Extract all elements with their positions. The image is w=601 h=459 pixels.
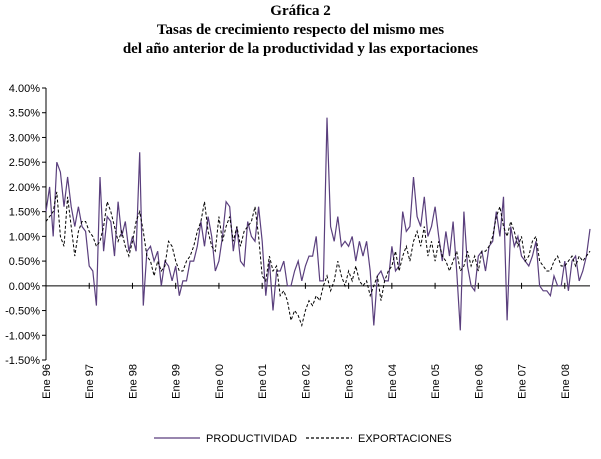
y-tick-label: 1.00% [9,231,40,243]
x-tick-label: Ene 04 [387,364,399,399]
legend: PRODUCTIVIDAD EXPORTACIONES [154,433,452,445]
y-tick-label: 2.50% [9,157,40,169]
series-line-productividad [45,117,591,331]
x-tick-label: Ene 07 [517,364,529,399]
y-tick-label: -0.50% [5,306,40,318]
x-tick-label: Ene 98 [127,364,139,399]
x-tick-label: Ene 99 [171,364,183,399]
legend-label-exportaciones: EXPORTACIONES [358,433,452,445]
y-tick-label: 0.50% [9,256,40,268]
x-tick-label: Ene 06 [473,364,485,399]
x-tick-label: Ene 00 [214,364,226,399]
y-tick-label: 1.50% [9,207,40,219]
axes: 4.00% 3.50% 3.00% 2.50% 2.00% 1.50% 1.00% 0.50%… [5,83,590,399]
y-tick-label: 4.00% [9,83,40,95]
series-lines [45,117,591,331]
x-tick-label: Ene 08 [560,364,572,399]
chart-titles: Gráfica 2 Tasas de crecimiento respecto … [0,2,601,59]
y-tick-label: -1.00% [5,330,40,342]
series-line-exportaciones [45,191,591,328]
y-tick-label: 3.50% [9,108,40,120]
x-tick-label: Ene 96 [41,364,53,399]
chart-title: Gráfica 2 [270,3,331,19]
chart-subtitle-line-1: Tasas de crecimiento respecto del mismo … [156,22,445,38]
chart-subtitle-line-2: del año anterior de la productividad y l… [122,41,479,57]
x-tick-label: Ene 05 [430,364,442,399]
legend-label-productividad: PRODUCTIVIDAD [206,433,297,445]
y-tick-label: 0.00% [9,281,40,293]
y-tick-label: 3.00% [9,132,40,144]
x-tick-label: Ene 01 [257,364,269,399]
x-tick-label: Ene 02 [300,364,312,399]
y-tick-label: 2.00% [9,182,40,194]
y-tick-label: -1.50% [5,355,40,367]
x-tick-label: Ene 03 [344,364,356,399]
x-tick-label: Ene 97 [84,364,96,399]
